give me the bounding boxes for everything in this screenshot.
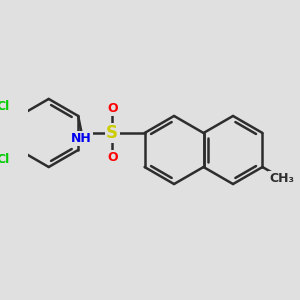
Text: S: S	[106, 124, 118, 142]
Text: Cl: Cl	[0, 100, 10, 113]
Text: O: O	[107, 151, 118, 164]
Text: Cl: Cl	[0, 153, 10, 166]
Text: CH₃: CH₃	[269, 172, 294, 184]
Text: O: O	[107, 102, 118, 115]
Text: NH: NH	[71, 132, 92, 145]
